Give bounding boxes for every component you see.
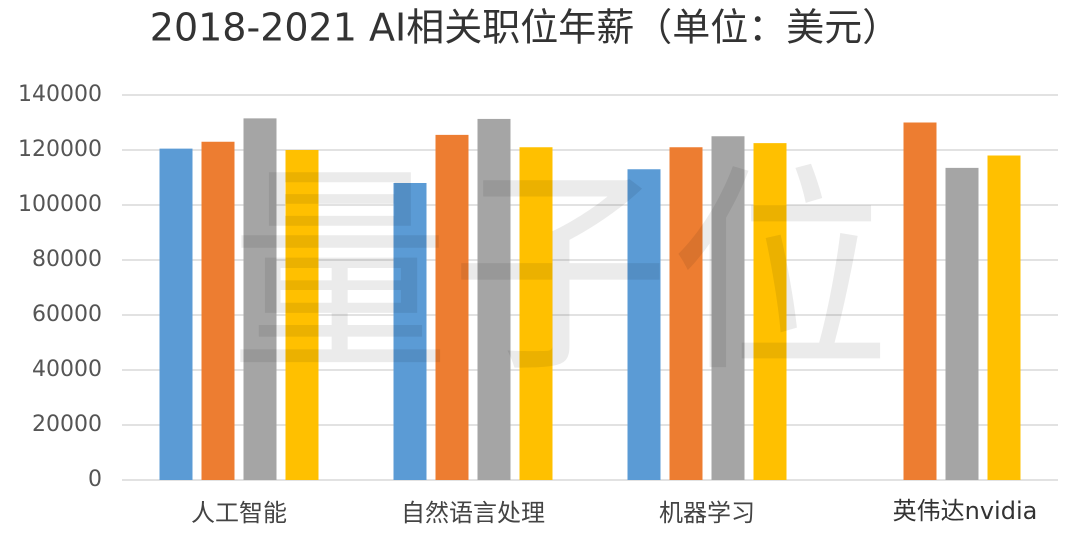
- bar: [393, 183, 427, 480]
- bar: [435, 134, 469, 480]
- y-tick-label: 100000: [18, 192, 102, 217]
- x-tick-label: 人工智能: [191, 499, 287, 527]
- bar: [711, 136, 745, 480]
- bar: [159, 148, 193, 480]
- watermark: 英伟达nvidia: [893, 497, 1038, 525]
- chart-title: 2018-2021 AI相关职位年薪（单位：美元）: [150, 6, 900, 50]
- bar: [669, 147, 703, 480]
- bar: [753, 143, 787, 480]
- bar: [987, 155, 1021, 480]
- y-tick-label: 120000: [18, 137, 102, 162]
- x-tick-label: 自然语言处理: [401, 499, 545, 527]
- y-tick-label: 80000: [32, 247, 102, 272]
- bar: [945, 167, 979, 480]
- bar: [627, 169, 661, 480]
- y-tick-label: 140000: [18, 82, 102, 107]
- y-tick-label: 60000: [32, 302, 102, 327]
- bar: [477, 118, 511, 481]
- bar: [903, 122, 937, 480]
- bar: [519, 147, 553, 480]
- y-tick-label: 20000: [32, 412, 102, 437]
- y-tick-label: 0: [88, 467, 102, 492]
- y-tick-label: 40000: [32, 357, 102, 382]
- bar: [201, 141, 235, 480]
- watermark: 量子位: [230, 146, 890, 402]
- x-tick-label: 机器学习: [659, 499, 755, 527]
- bar: [285, 150, 319, 480]
- bar: [243, 118, 277, 480]
